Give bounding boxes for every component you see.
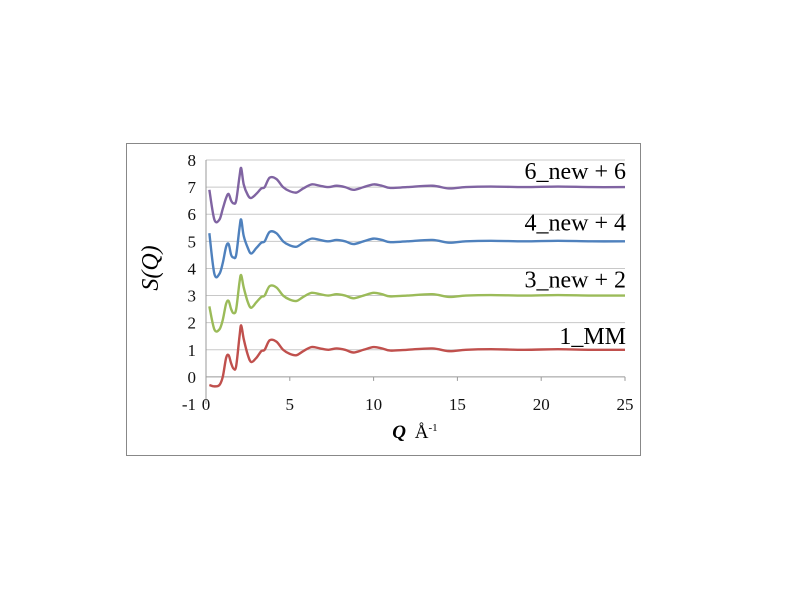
y-tick-label: 0 [188,368,197,387]
x-tick-label: 10 [365,395,382,414]
x-tick-label: 5 [286,395,295,414]
series-line-1 [208,273,626,333]
x-tick-label: 25 [617,395,634,414]
chart-frame [126,143,641,456]
series-line-2 [208,218,626,279]
y-tick-label: 5 [188,232,197,251]
x-tick-label: 15 [449,395,466,414]
x-tick-label: 20 [533,395,550,414]
y-tick-label: 2 [188,314,197,333]
series-label: 4_new + 4 [524,210,626,236]
x-axis-symbol: Q [392,422,406,443]
y-tick-label: 3 [188,287,197,306]
y-tick-label: 7 [188,178,197,197]
y-tick-label: 6 [188,205,197,224]
series-line-3 [208,166,626,224]
y-tick-label: 4 [188,259,197,278]
y-axis-label: S(Q) [138,245,164,290]
series-line-0 [208,324,626,388]
y-tick-label: -1 [182,395,196,414]
x-tick-label: 0 [202,395,211,414]
series-label: 6_new + 6 [524,159,626,185]
x-axis-label: Q Å-1 [392,422,437,443]
x-axis-exp: -1 [429,422,438,434]
y-tick-label: 8 [188,151,197,170]
series-label: 1_MM [559,324,626,350]
x-axis-unit: Å [415,422,429,443]
series-label: 3_new + 2 [524,267,626,293]
y-tick-label: 1 [188,341,197,360]
